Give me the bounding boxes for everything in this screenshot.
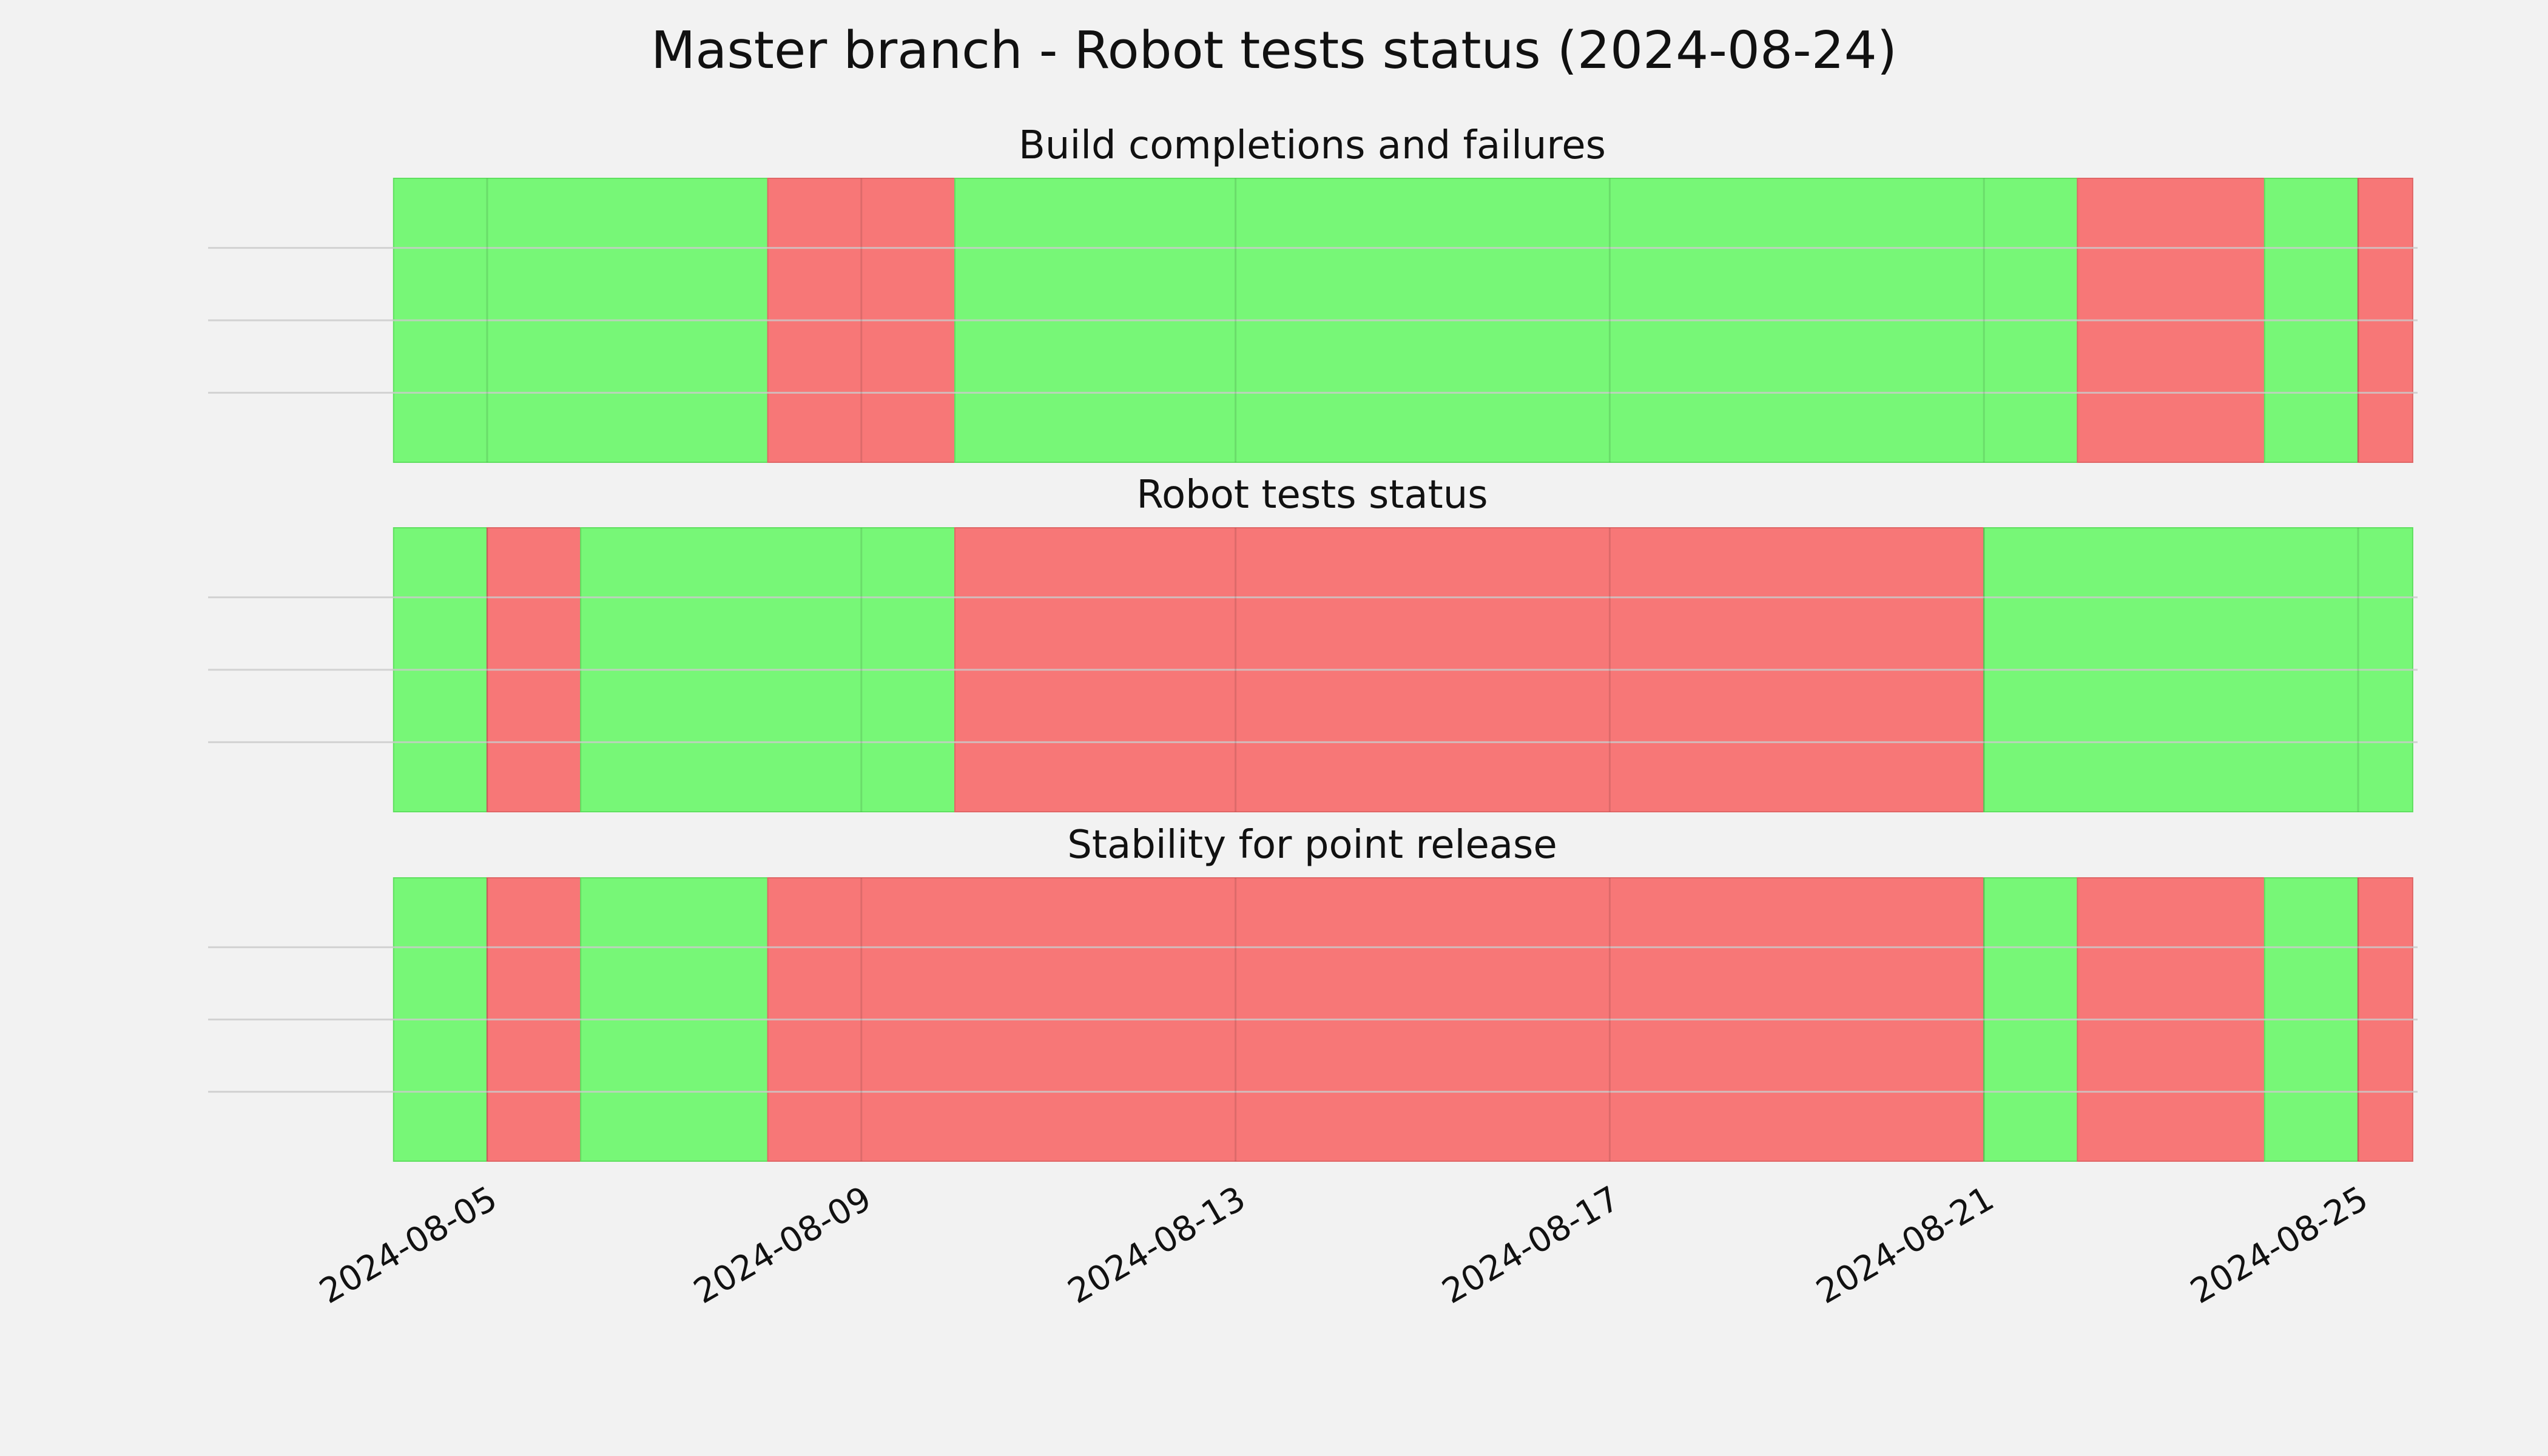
panel-3: Stability for point release: [208, 823, 2418, 1162]
panel-title: Stability for point release: [1067, 823, 1557, 868]
panel-title: Robot tests status: [1136, 473, 1488, 517]
panel-2: Robot tests status: [208, 473, 2418, 812]
panel-title: Build completions and failures: [1019, 123, 1606, 168]
panels: Build completions and failures Robot test…: [208, 123, 2418, 1162]
chart-title: Master branch - Robot tests status (2024…: [651, 21, 1897, 81]
panel-1: Build completions and failures: [208, 123, 2418, 463]
